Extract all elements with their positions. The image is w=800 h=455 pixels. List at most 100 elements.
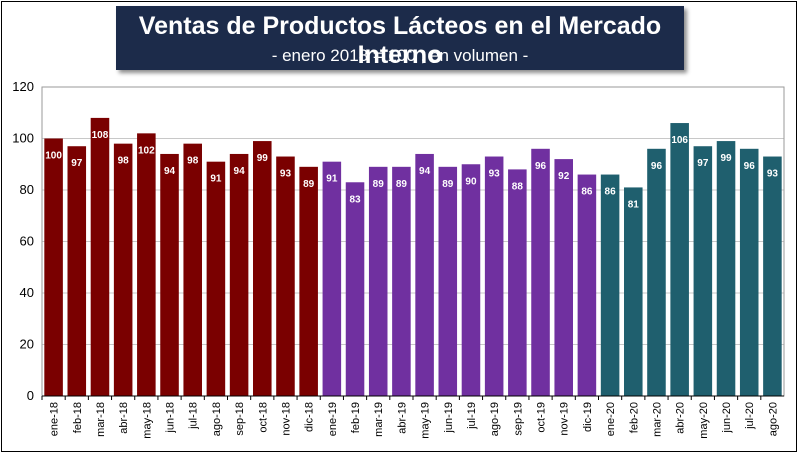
bar — [461, 164, 481, 396]
x-tick-label: ago-19 — [489, 402, 501, 436]
bar-value-label: 97 — [697, 158, 709, 169]
bar — [739, 148, 759, 396]
bar-value-label: 89 — [442, 179, 454, 190]
bar-value-label: 89 — [303, 179, 315, 190]
bar-value-label: 89 — [373, 179, 385, 190]
bar-value-label: 97 — [71, 158, 83, 169]
y-tick-label: 80 — [20, 182, 34, 197]
bar — [90, 117, 110, 397]
bar-value-label: 90 — [465, 176, 477, 187]
bar-value-label: 93 — [280, 169, 292, 180]
x-tick-label: mar-19 — [373, 402, 385, 437]
bar — [345, 182, 365, 396]
x-tick-label: jul-19 — [466, 402, 478, 430]
bar-value-label: 108 — [92, 130, 109, 141]
bar-value-label: 93 — [489, 169, 501, 180]
x-tick-label: oct-19 — [536, 402, 548, 433]
bar — [531, 148, 550, 396]
x-tick-label: ago-20 — [767, 402, 779, 436]
bar — [763, 156, 782, 396]
bar — [508, 169, 527, 396]
bar — [67, 146, 87, 396]
x-tick-label: dic-19 — [582, 402, 594, 432]
y-tick-label: 100 — [12, 131, 34, 146]
bar-value-label: 94 — [164, 166, 176, 177]
x-tick-label: jul-20 — [744, 402, 756, 430]
bar — [206, 161, 226, 396]
bar — [693, 146, 713, 396]
bar-value-label: 83 — [349, 194, 361, 205]
x-tick-label: oct-18 — [257, 402, 269, 433]
bar — [368, 166, 388, 396]
bar — [647, 148, 666, 396]
x-tick-label: abr-18 — [118, 402, 130, 434]
bar-value-label: 106 — [671, 135, 688, 146]
x-tick-label: jun-18 — [165, 402, 177, 434]
x-tick-label: nov-18 — [280, 402, 292, 436]
bar — [183, 143, 202, 396]
bar-value-label: 94 — [419, 166, 431, 177]
x-tick-label: dic-18 — [304, 402, 316, 432]
bar — [600, 174, 620, 396]
bar — [253, 141, 272, 396]
x-tick-label: sep-18 — [234, 402, 246, 436]
bar-value-label: 91 — [326, 174, 338, 185]
x-tick-label: jun-19 — [443, 402, 455, 434]
y-tick-label: 40 — [20, 285, 34, 300]
bar-value-label: 93 — [767, 169, 779, 180]
bar-value-label: 99 — [257, 153, 269, 164]
bar-value-label: 89 — [396, 179, 408, 190]
bar — [160, 153, 179, 396]
bar-value-label: 86 — [605, 187, 617, 198]
y-tick-label: 60 — [20, 234, 34, 249]
y-tick-label: 20 — [20, 337, 34, 352]
bar — [392, 166, 411, 396]
y-tick-label: 0 — [27, 388, 34, 403]
bar — [276, 156, 295, 396]
bar-value-label: 96 — [535, 161, 547, 172]
bar — [137, 133, 156, 396]
x-tick-label: mar-18 — [95, 402, 107, 437]
chart-title-box: Ventas de Productos Lácteos en el Mercad… — [116, 6, 684, 70]
x-tick-label: may-20 — [698, 402, 710, 439]
x-tick-label: ene-20 — [605, 402, 617, 436]
bar — [577, 174, 597, 396]
bar — [554, 159, 573, 396]
bar-value-label: 88 — [512, 181, 524, 192]
bar-value-label: 81 — [628, 199, 640, 210]
x-tick-label: ago-18 — [211, 402, 223, 436]
x-tick-label: ene-18 — [49, 402, 61, 436]
bar-value-label: 96 — [744, 161, 756, 172]
x-tick-label: may-18 — [141, 402, 153, 439]
x-tick-label: jul-18 — [188, 402, 200, 430]
bar-value-label: 91 — [210, 174, 222, 185]
bar — [438, 166, 458, 396]
x-tick-label: feb-18 — [72, 402, 84, 433]
y-tick-label: 120 — [12, 79, 34, 94]
bar — [415, 153, 434, 396]
bar — [624, 187, 643, 396]
bar-value-label: 100 — [45, 151, 62, 162]
bar — [484, 156, 504, 396]
bar — [670, 123, 689, 397]
bar — [716, 141, 736, 396]
bar-value-label: 96 — [651, 161, 663, 172]
bar-value-label: 92 — [558, 171, 570, 182]
x-tick-label: abr-19 — [396, 402, 408, 434]
bar-value-label: 99 — [720, 153, 732, 164]
bar-value-label: 102 — [138, 145, 155, 156]
bar-value-label: 98 — [118, 156, 130, 167]
x-tick-label: feb-20 — [628, 402, 640, 433]
x-tick-label: ene-19 — [327, 402, 339, 436]
bar — [113, 143, 133, 396]
x-tick-label: mar-20 — [651, 402, 663, 437]
x-tick-label: may-19 — [420, 402, 432, 439]
bar — [299, 166, 318, 396]
bar-value-label: 98 — [187, 156, 199, 167]
bar-value-label: 94 — [234, 166, 246, 177]
chart-title: Ventas de Productos Lácteos en el Mercad… — [138, 12, 662, 69]
x-tick-label: nov-19 — [559, 402, 571, 436]
bar — [229, 153, 249, 396]
bar — [44, 138, 63, 396]
